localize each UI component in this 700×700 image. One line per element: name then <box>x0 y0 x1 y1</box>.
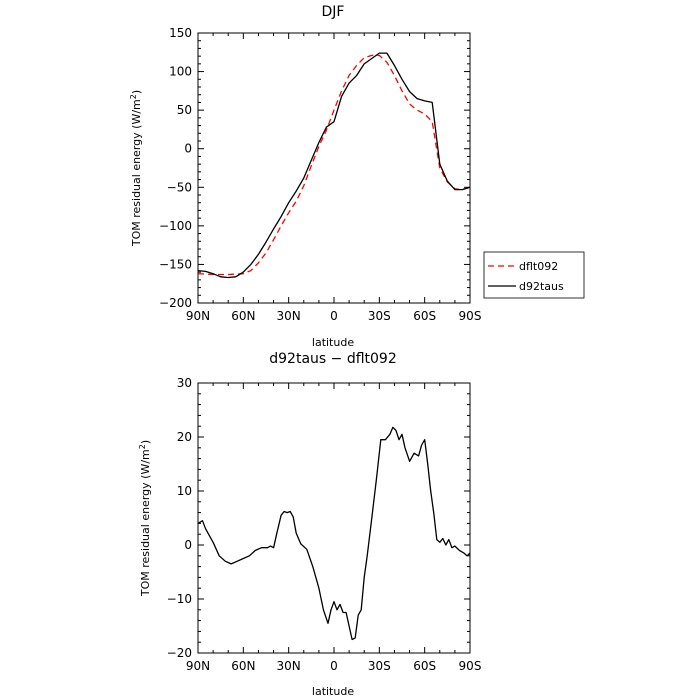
y-tick-label: 0 <box>184 538 192 552</box>
y-axis-label-main: TOM residual energy (W/m <box>139 449 152 597</box>
x-tick-label: 90N <box>186 309 210 323</box>
x-tick-label: 90N <box>186 659 210 673</box>
x-tick-label: 30S <box>368 309 391 323</box>
plot-frame <box>197 32 471 304</box>
axis-ticks: 90N 60N 30N 0 30S 60S 90S 150 100 50 0 −50 −100 −150 −… <box>159 26 481 323</box>
x-tick-label: 60S <box>413 309 436 323</box>
plot-frame <box>197 382 471 654</box>
legend: dflt092 d92taus <box>483 251 585 299</box>
x-tick-label: 60N <box>231 659 255 673</box>
y-axis-label: TOM residual energy (W/m2) <box>129 90 143 247</box>
y-axis-label: TOM residual energy (W/m2) <box>138 440 152 597</box>
y-axis-label-superscript: 2 <box>129 94 138 99</box>
y-axis-label-close: ) <box>139 440 152 444</box>
x-tick-label: 30N <box>277 659 301 673</box>
x-tick-label: 90S <box>459 309 482 323</box>
series-group <box>197 52 471 279</box>
legend-box <box>483 251 585 299</box>
y-tick-label: 50 <box>177 103 192 117</box>
y-tick-label: 30 <box>177 376 192 390</box>
legend-label-d92taus: d92taus <box>519 280 564 293</box>
series-line-dflt092 <box>197 54 471 276</box>
y-axis-label-close: ) <box>130 90 143 94</box>
chart-title: DJF <box>322 4 345 20</box>
y-axis-label-main: TOM residual energy (W/m <box>130 99 143 247</box>
x-tick-label: 30S <box>368 659 391 673</box>
y-tick-label: 0 <box>184 142 192 156</box>
chart-djf: DJF 90N 60N 30N 0 30S 60S 90S 150 100 50 0 −50 −100 −… <box>129 4 585 349</box>
y-tick-label: −200 <box>159 296 192 310</box>
x-tick-label: 60S <box>413 659 436 673</box>
y-axis-label-superscript: 2 <box>138 444 147 449</box>
chart-title: d92taus − dflt092 <box>269 351 396 367</box>
series-line-0 <box>197 426 471 641</box>
y-tick-label: 100 <box>169 65 192 79</box>
y-tick-label: −150 <box>159 257 192 271</box>
x-tick-label: 0 <box>330 659 338 673</box>
x-tick-label: 90S <box>459 659 482 673</box>
y-tick-label: 20 <box>177 430 192 444</box>
x-tick-label: 0 <box>330 309 338 323</box>
y-tick-label: −20 <box>167 646 192 660</box>
y-tick-label: −50 <box>167 180 192 194</box>
x-tick-label: 60N <box>231 309 255 323</box>
legend-label-dflt092: dflt092 <box>519 260 558 273</box>
axis-ticks: 90N 60N 30N 0 30S 60S 90S 30 20 10 0 −10 −20 <box>167 376 482 673</box>
series-line-d92taus <box>197 52 471 279</box>
y-tick-label: 150 <box>169 26 192 40</box>
x-tick-label: 30N <box>277 309 301 323</box>
y-tick-label: −10 <box>167 592 192 606</box>
x-axis-label: latitude <box>312 685 354 698</box>
y-tick-label: 10 <box>177 484 192 498</box>
chart-difference: d92taus − dflt092 90N 60N 30N 0 30S 60S 90S 30 2… <box>138 351 481 698</box>
x-axis-label: latitude <box>312 336 354 349</box>
series-group <box>197 426 471 641</box>
y-tick-label: −100 <box>159 219 192 233</box>
